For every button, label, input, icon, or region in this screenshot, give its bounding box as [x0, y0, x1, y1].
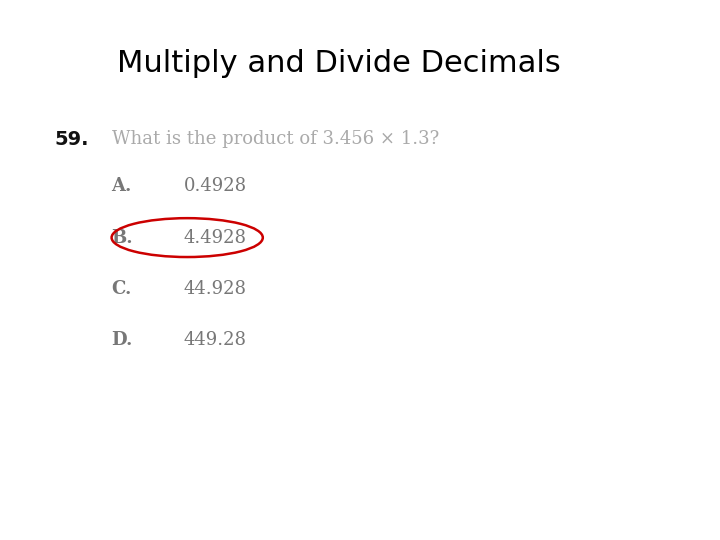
- Text: 4.4928: 4.4928: [184, 228, 246, 247]
- Text: What is the product of 3.456 × 1.3?: What is the product of 3.456 × 1.3?: [112, 130, 439, 147]
- Text: 59.: 59.: [54, 130, 89, 148]
- Text: 44.928: 44.928: [184, 280, 246, 298]
- Text: 0.4928: 0.4928: [184, 177, 247, 195]
- Text: B.: B.: [112, 228, 133, 247]
- Text: C.: C.: [112, 280, 132, 298]
- Text: A.: A.: [112, 177, 132, 195]
- Text: 449.28: 449.28: [184, 331, 246, 349]
- Text: D.: D.: [112, 331, 133, 349]
- Text: Multiply and Divide Decimals: Multiply and Divide Decimals: [117, 49, 560, 78]
